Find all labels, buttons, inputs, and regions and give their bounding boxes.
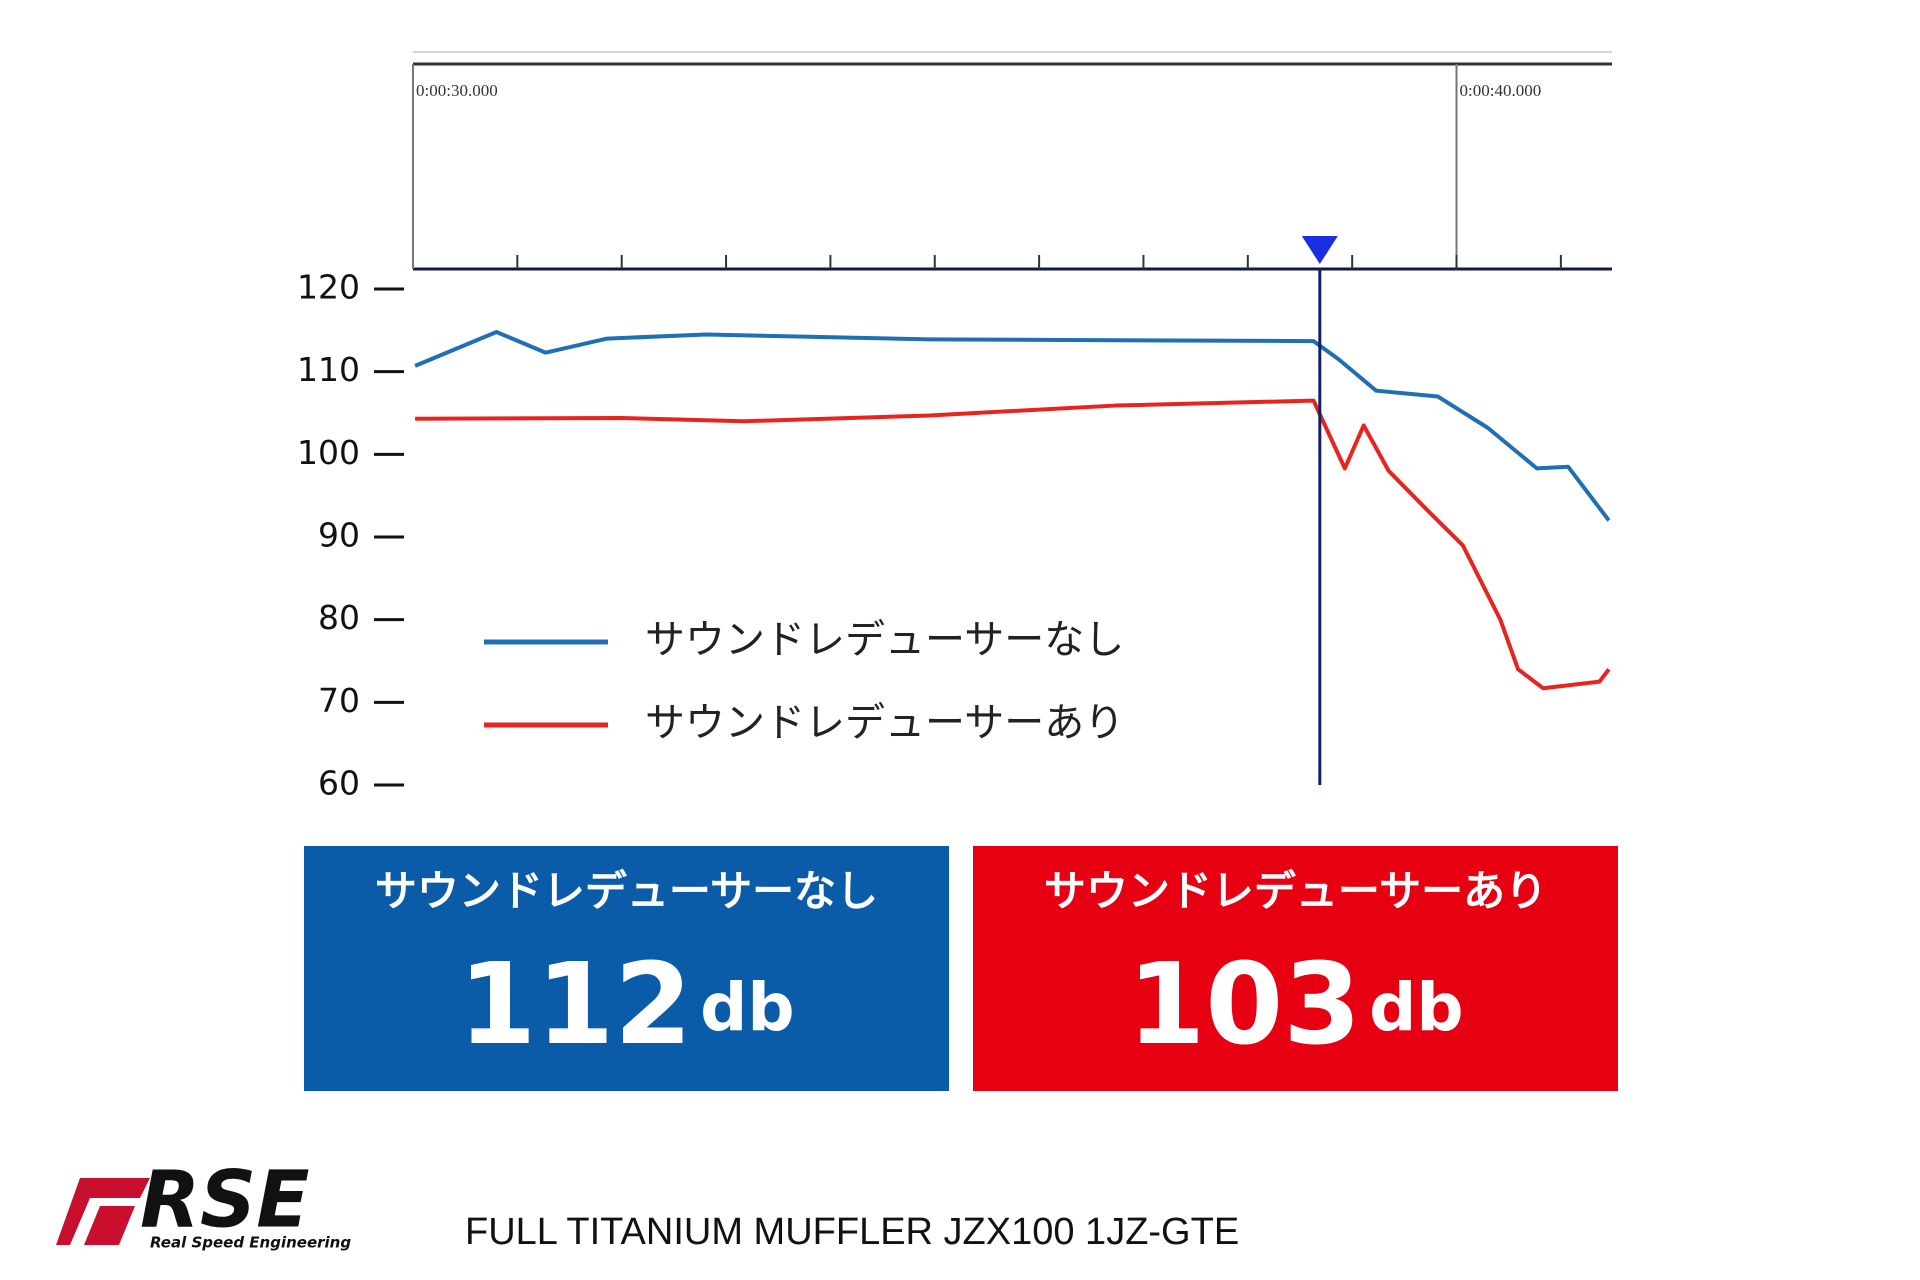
summary-label: サウンドレデューサーなし: [375, 867, 878, 916]
summary-box: [304, 846, 949, 1091]
x-tick-label: 0:00:30.000: [416, 81, 498, 100]
cursor-marker: [1301, 236, 1338, 264]
logo-text: RSE: [140, 1155, 310, 1245]
legend-label: サウンドレデューサーなし: [645, 617, 1124, 663]
data-line: [414, 329, 1611, 522]
summary-number: 103: [1127, 940, 1361, 1070]
y-tick-label: 70: [318, 681, 360, 720]
data-line: [415, 398, 1611, 691]
y-tick-label: 120: [297, 268, 360, 307]
y-tick-label: 90: [318, 516, 360, 555]
summary-value: 112 db: [458, 940, 794, 1070]
y-tick-label: 60: [318, 764, 360, 803]
footer-text: FULL TITANIUM MUFFLER JZX100 1JZ-GTE: [465, 1211, 1239, 1253]
y-tick-label: 100: [297, 433, 360, 472]
summary-box: [973, 846, 1618, 1091]
y-tick-label: 110: [297, 350, 360, 389]
summary-value: 103 db: [1127, 940, 1463, 1070]
x-tick-label: 0:00:40.000: [1460, 81, 1542, 100]
summary-unit: db: [1369, 969, 1464, 1046]
summary-label: サウンドレデューサーあり: [1044, 867, 1547, 916]
summary-number: 112: [458, 940, 692, 1070]
logo-stripe: [56, 1178, 150, 1245]
logo-stripe: [84, 1206, 135, 1245]
summary-unit: db: [700, 969, 795, 1046]
legend-label: サウンドレデューサーあり: [645, 700, 1124, 746]
y-tick-label: 80: [318, 598, 360, 637]
logo: RSE Real Speed Engineering: [56, 1155, 351, 1252]
logo-subtext: Real Speed Engineering: [150, 1234, 351, 1252]
